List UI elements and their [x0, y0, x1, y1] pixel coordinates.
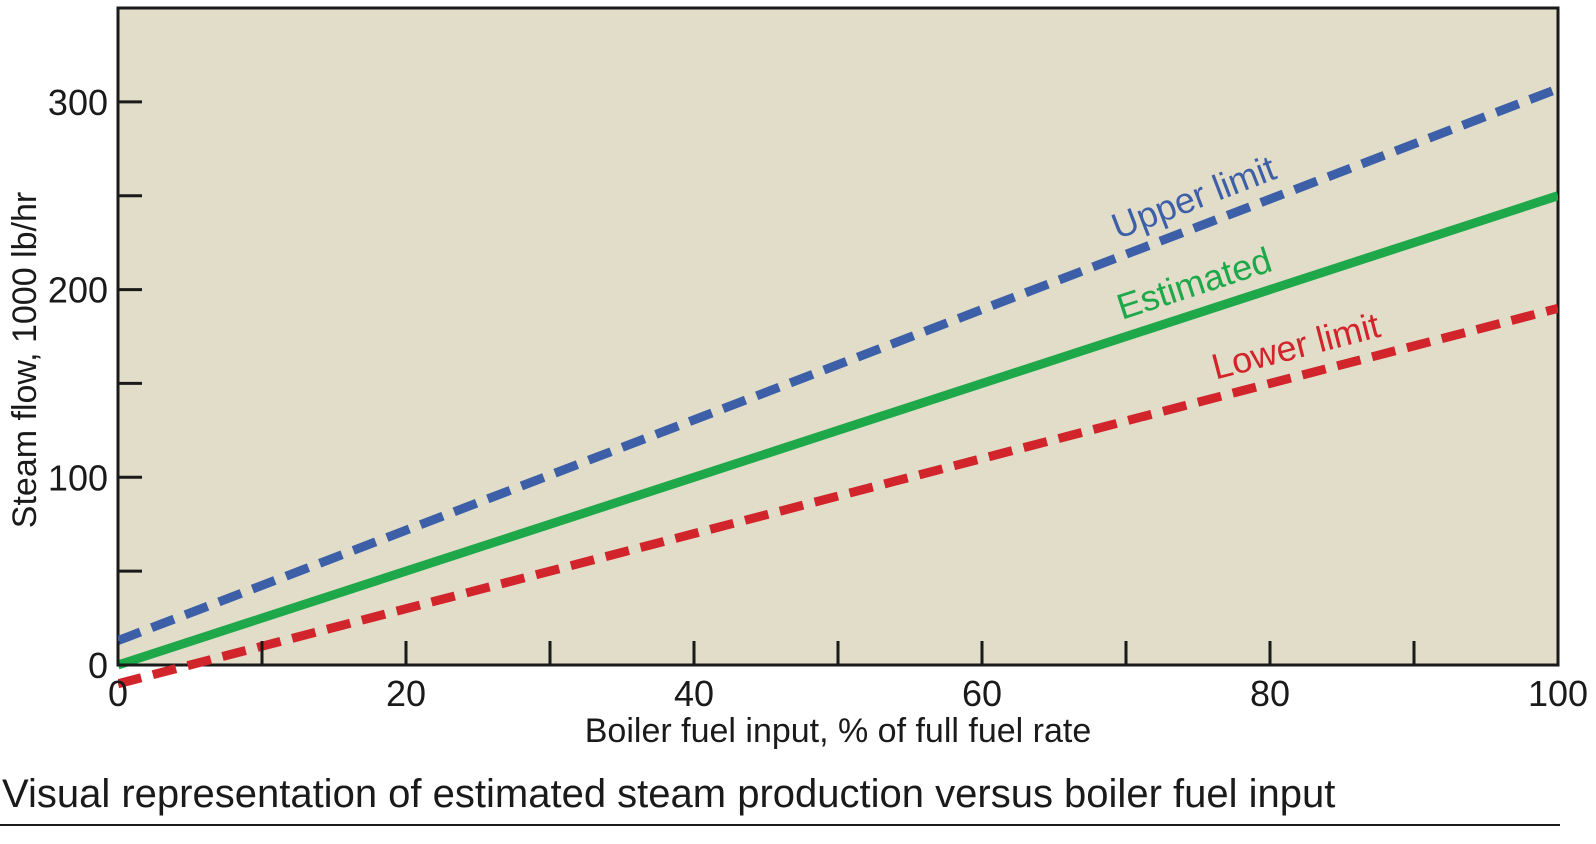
series-layer [118, 84, 1558, 689]
x-tick-label-20: 20 [386, 673, 426, 714]
x-tick-label-0: 0 [108, 673, 128, 714]
caption-divider [0, 824, 1560, 826]
y-axis-label: Steam flow, 1000 lb/hr [6, 192, 44, 528]
y-tick-label-100: 100 [48, 457, 108, 498]
y-tick-label-200: 200 [48, 270, 108, 311]
y-tick-label-0: 0 [88, 645, 108, 686]
ticks-layer: 0 20 40 60 80 100 0 100 200 300 [48, 82, 1588, 714]
series-line-lower-limit [118, 303, 1558, 689]
series-line-upper-limit [118, 84, 1558, 645]
x-tick-label-80: 80 [1250, 673, 1290, 714]
series-line-estimated [118, 191, 1558, 670]
figure-caption: Visual representation of estimated steam… [2, 772, 1336, 816]
y-tick-label-300: 300 [48, 82, 108, 123]
x-tick-label-100: 100 [1528, 673, 1588, 714]
series-group [118, 84, 1558, 689]
x-axis-label: Boiler fuel input, % of full fuel rate [585, 712, 1092, 750]
plot-area [116, 6, 1560, 667]
x-tick-label-60: 60 [962, 673, 1002, 714]
x-tick-label-40: 40 [674, 673, 714, 714]
